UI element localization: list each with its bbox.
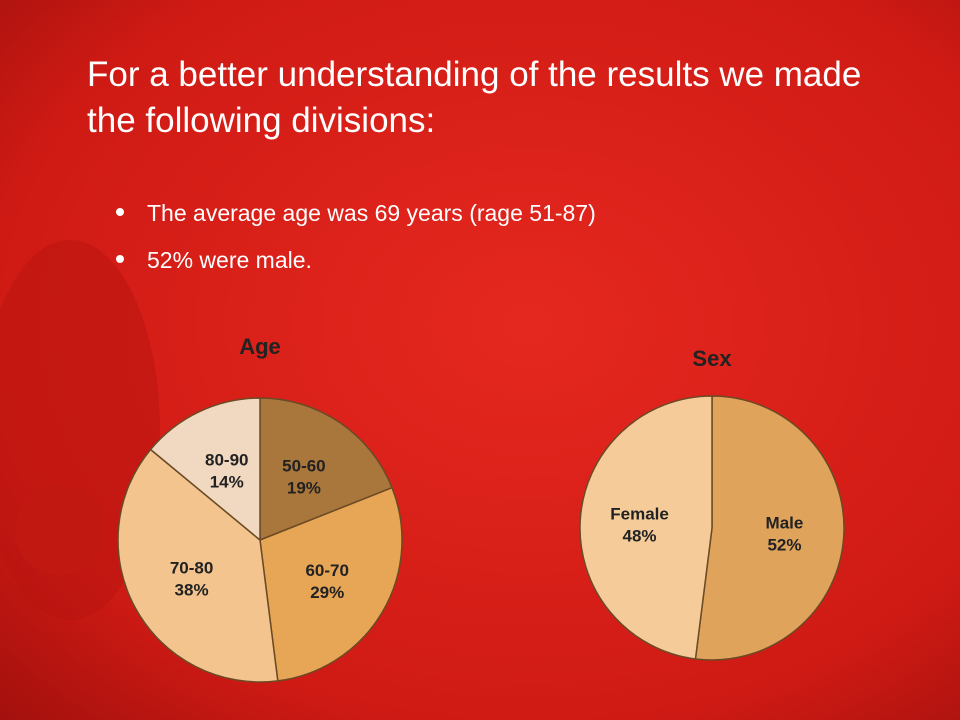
pie-slice	[579, 395, 713, 660]
bullet: The average age was 69 years (rage 51-87…	[147, 200, 596, 226]
slice-category: 60-70	[305, 561, 348, 580]
pie-slice	[117, 448, 279, 683]
chart-title: Age	[239, 334, 281, 359]
slice-value: 48%	[623, 526, 657, 545]
slice-value: 38%	[175, 581, 209, 600]
slide-title: For a better understanding of the result…	[87, 55, 861, 94]
slice-value: 52%	[767, 536, 801, 555]
slice-category: 80-90	[205, 450, 248, 469]
slice-value: 19%	[287, 478, 321, 497]
slice-value: 29%	[310, 583, 344, 602]
slide-title: the following divisions:	[87, 101, 435, 140]
pie-slice	[694, 395, 845, 661]
bullet-dot	[116, 208, 124, 216]
decor-virus	[15, 485, 105, 575]
slice-category: Male	[766, 514, 804, 533]
pie-slice	[149, 397, 261, 542]
slice-value: 14%	[210, 472, 244, 491]
pie-slice	[259, 486, 403, 682]
bullet-dot	[116, 255, 124, 263]
bullet: 52% were male.	[147, 247, 312, 273]
chart-title: Sex	[692, 346, 732, 371]
slice-category: Female	[610, 504, 669, 523]
slice-category: 70-80	[170, 559, 213, 578]
slice-category: 50-60	[282, 456, 325, 475]
pie-slice	[259, 397, 394, 542]
